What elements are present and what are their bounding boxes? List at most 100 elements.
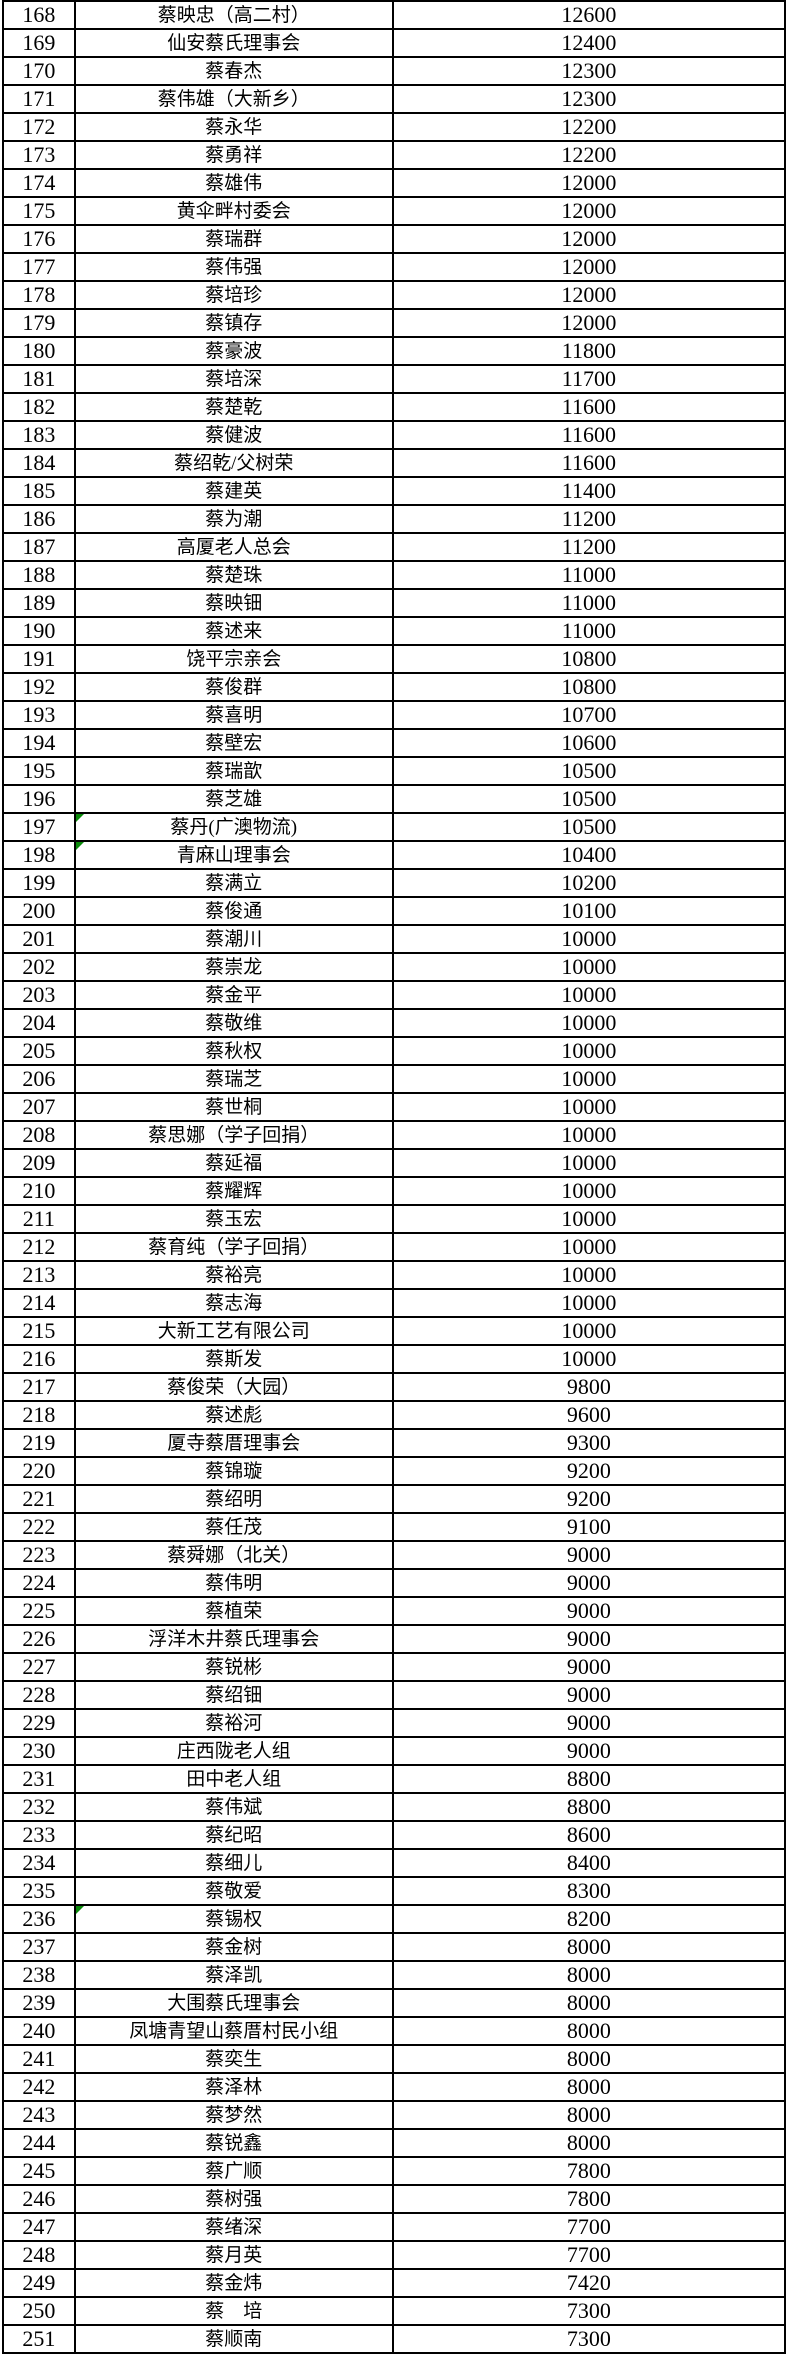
rank-cell[interactable]: 198 xyxy=(2,840,76,870)
rank-cell[interactable]: 237 xyxy=(2,1932,76,1962)
amount-cell[interactable]: 12200 xyxy=(391,112,786,142)
amount-cell[interactable]: 9000 xyxy=(391,1596,786,1626)
name-cell[interactable]: 蔡崇龙 xyxy=(73,952,394,982)
rank-cell[interactable]: 247 xyxy=(2,2212,76,2242)
name-cell[interactable]: 蔡壁宏 xyxy=(73,728,394,758)
rank-cell[interactable]: 233 xyxy=(2,1820,76,1850)
rank-cell[interactable]: 230 xyxy=(2,1736,76,1766)
rank-cell[interactable]: 168 xyxy=(2,0,76,30)
amount-cell[interactable]: 9000 xyxy=(391,1736,786,1766)
amount-cell[interactable]: 7800 xyxy=(391,2184,786,2214)
name-cell[interactable]: 蔡述来 xyxy=(73,616,394,646)
amount-cell[interactable]: 8800 xyxy=(391,1764,786,1794)
amount-cell[interactable]: 12000 xyxy=(391,168,786,198)
name-cell[interactable]: 蔡伟明 xyxy=(73,1568,394,1598)
amount-cell[interactable]: 9100 xyxy=(391,1512,786,1542)
name-cell[interactable]: 蔡喜明 xyxy=(73,700,394,730)
name-cell[interactable]: 蔡春杰 xyxy=(73,56,394,86)
rank-cell[interactable]: 241 xyxy=(2,2044,76,2074)
rank-cell[interactable]: 170 xyxy=(2,56,76,86)
name-cell[interactable]: 大新工艺有限公司 xyxy=(73,1316,394,1346)
rank-cell[interactable]: 219 xyxy=(2,1428,76,1458)
name-cell[interactable]: 蔡玉宏 xyxy=(73,1204,394,1234)
amount-cell[interactable]: 10000 xyxy=(391,1176,786,1206)
name-cell[interactable]: 庄西陇老人组 xyxy=(73,1736,394,1766)
rank-cell[interactable]: 203 xyxy=(2,980,76,1010)
name-cell[interactable]: 仙安蔡氏理事会 xyxy=(73,28,394,58)
rank-cell[interactable]: 187 xyxy=(2,532,76,562)
name-cell[interactable]: 大围蔡氏理事会 xyxy=(73,1988,394,2018)
rank-cell[interactable]: 186 xyxy=(2,504,76,534)
name-cell[interactable]: 蔡为潮 xyxy=(73,504,394,534)
amount-cell[interactable]: 10000 xyxy=(391,1288,786,1318)
name-cell[interactable]: 蔡广顺 xyxy=(73,2156,394,2186)
name-cell[interactable]: 蔡金树 xyxy=(73,1932,394,1962)
amount-cell[interactable]: 11400 xyxy=(391,476,786,506)
name-cell[interactable]: 蔡俊通 xyxy=(73,896,394,926)
amount-cell[interactable]: 12300 xyxy=(391,84,786,114)
name-cell[interactable]: 蔡瑞芝 xyxy=(73,1064,394,1094)
amount-cell[interactable]: 9000 xyxy=(391,1624,786,1654)
amount-cell[interactable]: 8400 xyxy=(391,1848,786,1878)
name-cell[interactable]: 蔡舜娜（北关） xyxy=(73,1540,394,1570)
name-cell[interactable]: 蔡锦璇 xyxy=(73,1456,394,1486)
name-cell[interactable]: 浮洋木井蔡氏理事会 xyxy=(73,1624,394,1654)
amount-cell[interactable]: 10700 xyxy=(391,700,786,730)
name-cell[interactable]: 凤塘青望山蔡厝村民小组 xyxy=(73,2016,394,2046)
name-cell[interactable]: 蔡树强 xyxy=(73,2184,394,2214)
rank-cell[interactable]: 246 xyxy=(2,2184,76,2214)
rank-cell[interactable]: 232 xyxy=(2,1792,76,1822)
name-cell[interactable]: 蔡顺南 xyxy=(73,2324,394,2354)
amount-cell[interactable]: 8000 xyxy=(391,1932,786,1962)
rank-cell[interactable]: 196 xyxy=(2,784,76,814)
amount-cell[interactable]: 7700 xyxy=(391,2240,786,2270)
name-cell[interactable]: 蔡映钿 xyxy=(73,588,394,618)
name-cell[interactable]: 蔡敬维 xyxy=(73,1008,394,1038)
name-cell[interactable]: 蔡建英 xyxy=(73,476,394,506)
name-cell[interactable]: 蔡丹(广澳物流) xyxy=(73,812,394,842)
rank-cell[interactable]: 249 xyxy=(2,2268,76,2298)
rank-cell[interactable]: 199 xyxy=(2,868,76,898)
rank-cell[interactable]: 248 xyxy=(2,2240,76,2270)
name-cell[interactable]: 蔡永华 xyxy=(73,112,394,142)
name-cell[interactable]: 蔡满立 xyxy=(73,868,394,898)
name-cell[interactable]: 蔡敬爱 xyxy=(73,1876,394,1906)
amount-cell[interactable]: 12000 xyxy=(391,280,786,310)
amount-cell[interactable]: 10000 xyxy=(391,952,786,982)
name-cell[interactable]: 蔡锡权 xyxy=(73,1904,394,1934)
amount-cell[interactable]: 8000 xyxy=(391,2016,786,2046)
rank-cell[interactable]: 197 xyxy=(2,812,76,842)
name-cell[interactable]: 蔡耀辉 xyxy=(73,1176,394,1206)
amount-cell[interactable]: 9000 xyxy=(391,1568,786,1598)
amount-cell[interactable]: 11700 xyxy=(391,364,786,394)
rank-cell[interactable]: 190 xyxy=(2,616,76,646)
rank-cell[interactable]: 217 xyxy=(2,1372,76,1402)
amount-cell[interactable]: 12400 xyxy=(391,28,786,58)
rank-cell[interactable]: 208 xyxy=(2,1120,76,1150)
rank-cell[interactable]: 176 xyxy=(2,224,76,254)
amount-cell[interactable]: 8600 xyxy=(391,1820,786,1850)
rank-cell[interactable]: 221 xyxy=(2,1484,76,1514)
amount-cell[interactable]: 10000 xyxy=(391,1232,786,1262)
amount-cell[interactable]: 10000 xyxy=(391,1148,786,1178)
rank-cell[interactable]: 191 xyxy=(2,644,76,674)
amount-cell[interactable]: 9000 xyxy=(391,1708,786,1738)
amount-cell[interactable]: 9000 xyxy=(391,1540,786,1570)
rank-cell[interactable]: 193 xyxy=(2,700,76,730)
name-cell[interactable]: 蔡梦然 xyxy=(73,2100,394,2130)
amount-cell[interactable]: 7300 xyxy=(391,2296,786,2326)
amount-cell[interactable]: 12200 xyxy=(391,140,786,170)
amount-cell[interactable]: 12000 xyxy=(391,224,786,254)
name-cell[interactable]: 蔡伟斌 xyxy=(73,1792,394,1822)
name-cell[interactable]: 青麻山理事会 xyxy=(73,840,394,870)
amount-cell[interactable]: 11000 xyxy=(391,560,786,590)
amount-cell[interactable]: 9000 xyxy=(391,1680,786,1710)
amount-cell[interactable]: 8000 xyxy=(391,2072,786,2102)
rank-cell[interactable]: 174 xyxy=(2,168,76,198)
rank-cell[interactable]: 236 xyxy=(2,1904,76,1934)
amount-cell[interactable]: 7300 xyxy=(391,2324,786,2354)
rank-cell[interactable]: 169 xyxy=(2,28,76,58)
name-cell[interactable]: 蔡秋权 xyxy=(73,1036,394,1066)
name-cell[interactable]: 蔡芝雄 xyxy=(73,784,394,814)
amount-cell[interactable]: 10000 xyxy=(391,1344,786,1374)
